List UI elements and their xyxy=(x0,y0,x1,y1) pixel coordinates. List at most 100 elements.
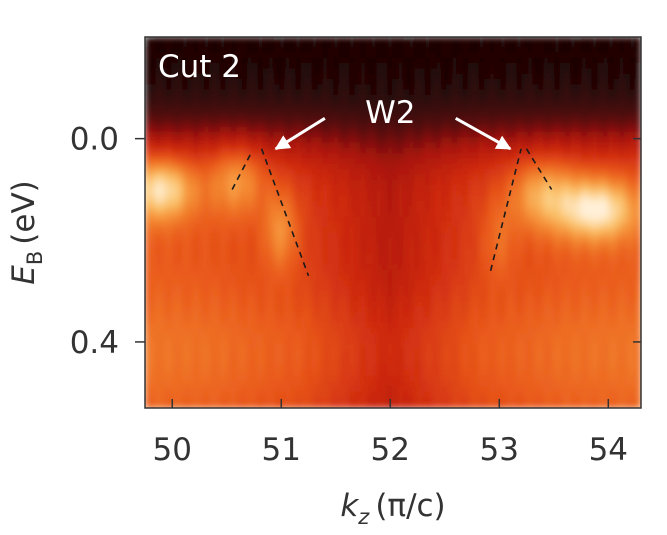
heatmap-cell xyxy=(403,280,410,287)
heatmap-cell xyxy=(424,211,432,218)
heatmap-cell xyxy=(203,78,211,86)
heatmap-cell xyxy=(408,73,416,80)
heatmap-cell xyxy=(376,222,383,229)
heatmap-cell xyxy=(209,285,216,292)
heatmap-cell xyxy=(532,169,540,176)
heatmap-cell xyxy=(311,232,319,239)
heatmap-cell xyxy=(521,285,529,292)
heatmap-cell xyxy=(246,290,254,298)
heatmap-cell xyxy=(365,200,372,208)
heatmap-cell xyxy=(559,89,567,96)
heatmap-cell xyxy=(160,174,168,181)
heatmap-cell xyxy=(473,211,480,218)
heatmap-cell xyxy=(343,57,351,64)
heatmap-cell xyxy=(586,126,593,133)
heatmap-cell xyxy=(500,237,507,245)
heatmap-cell xyxy=(387,105,394,112)
heatmap-cell xyxy=(554,131,561,139)
heatmap-cell xyxy=(145,301,151,308)
heatmap-cell xyxy=(511,253,518,261)
heatmap-cell xyxy=(268,179,275,186)
heatmap-cell xyxy=(441,184,448,192)
heatmap-cell xyxy=(613,275,620,282)
heatmap-cell xyxy=(354,163,362,170)
heatmap-cell xyxy=(203,94,211,102)
heatmap-cell xyxy=(597,110,604,117)
heatmap-cell xyxy=(430,243,437,250)
heatmap-cell xyxy=(554,269,561,276)
heatmap-cell xyxy=(570,237,577,245)
heatmap-cell xyxy=(176,89,184,96)
heatmap-cell xyxy=(166,322,173,329)
heatmap-cell xyxy=(284,296,292,303)
heatmap-cell xyxy=(516,126,523,133)
heatmap-cell xyxy=(516,253,523,261)
heatmap-cell xyxy=(435,301,443,308)
heatmap-cell xyxy=(597,68,604,75)
heatmap-cell xyxy=(478,259,486,266)
heatmap-cell xyxy=(392,259,399,266)
heatmap-cell xyxy=(489,179,496,186)
heatmap-cell xyxy=(403,211,410,218)
heatmap-cell xyxy=(397,206,405,213)
heatmap-cell xyxy=(354,147,362,155)
heatmap-cell xyxy=(252,158,259,165)
heatmap-cell xyxy=(392,63,399,70)
heatmap-cell xyxy=(300,269,308,276)
heatmap-cell xyxy=(198,306,205,314)
heatmap-cell xyxy=(403,84,410,91)
heatmap-cell xyxy=(419,57,426,64)
heatmap-cell xyxy=(176,41,184,49)
heatmap-cell xyxy=(462,126,469,133)
heatmap-cell xyxy=(230,158,238,165)
heatmap-cell xyxy=(268,84,275,91)
heatmap-cell xyxy=(209,290,216,298)
heatmap-cell xyxy=(548,68,556,75)
heatmap-cell xyxy=(554,126,561,133)
heatmap-cell xyxy=(295,116,302,123)
heatmap-cell xyxy=(370,153,378,160)
heatmap-cell xyxy=(349,306,356,314)
heatmap-cell xyxy=(484,259,491,266)
heatmap-cell xyxy=(467,105,475,112)
heatmap-cell xyxy=(155,131,162,139)
heatmap-cell xyxy=(160,317,168,324)
heatmap-cell xyxy=(591,206,599,213)
heatmap-cell xyxy=(327,52,335,59)
heatmap-cell xyxy=(149,200,157,208)
heatmap-cell xyxy=(166,131,173,139)
heatmap-cell xyxy=(500,232,507,239)
heatmap-cell xyxy=(268,243,275,250)
heatmap-cell xyxy=(333,243,340,250)
heatmap-cell xyxy=(575,237,583,245)
heatmap-cell xyxy=(327,105,335,112)
heatmap-cell xyxy=(565,206,572,213)
heatmap-cell xyxy=(532,78,540,86)
heatmap-cell xyxy=(527,200,534,208)
heatmap-cell xyxy=(516,110,523,117)
heatmap-cell xyxy=(182,105,189,112)
heatmap-cell xyxy=(473,232,480,239)
heatmap-cell xyxy=(317,232,324,239)
heatmap-cell xyxy=(414,222,421,229)
heatmap-cell xyxy=(354,110,362,117)
heatmap-cell xyxy=(349,121,356,128)
heatmap-cell xyxy=(252,248,259,255)
heatmap-cell xyxy=(484,68,491,75)
heatmap-cell xyxy=(376,275,383,282)
heatmap-cell xyxy=(241,222,248,229)
heatmap-cell xyxy=(209,105,216,112)
heatmap-cell xyxy=(586,259,593,266)
heatmap-cell xyxy=(290,100,297,107)
heatmap-cell xyxy=(554,163,561,170)
heatmap-cell xyxy=(500,84,507,91)
heatmap-cell xyxy=(155,63,162,70)
heatmap-cell xyxy=(597,73,604,80)
heatmap-cell xyxy=(624,163,631,170)
heatmap-cell xyxy=(219,94,227,102)
heatmap-cell xyxy=(290,89,297,96)
heatmap-cell xyxy=(538,227,545,234)
heatmap-cell xyxy=(414,126,421,133)
heatmap-cell xyxy=(435,269,443,276)
heatmap-cell xyxy=(155,184,162,192)
